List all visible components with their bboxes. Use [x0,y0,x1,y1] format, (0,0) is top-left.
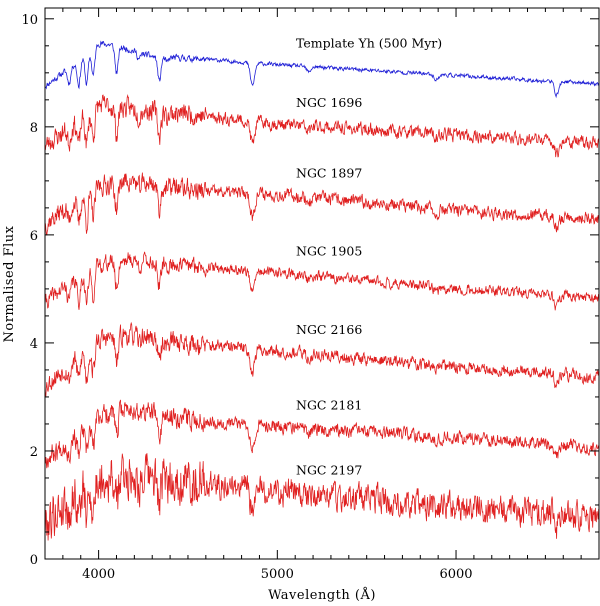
y-tick-label: 4 [30,337,38,352]
y-tick-label: 2 [30,445,38,460]
spectrum-line [44,94,600,158]
x-tick-label: 5000 [261,567,294,582]
spectra-group [44,40,600,541]
x-axis-title: Wavelength (Å) [268,587,376,603]
series-label: NGC 1897 [296,165,362,180]
spectrum-line [44,399,600,469]
spectrum-line [44,321,600,397]
series-label: NGC 1905 [296,244,362,259]
spectrum-line [44,40,600,99]
spectrum-line [44,172,600,236]
series-labels: Template Yh (500 Myr) NGC 1696 NGC 1897 NGC… [296,36,442,478]
spectrum-line [44,453,600,541]
axis-ticks: 4000 5000 6000 0 2 4 6 8 10 [21,8,599,582]
y-tick-label: 0 [30,553,38,568]
series-label: NGC 1696 [296,95,362,110]
series-label: NGC 2166 [296,322,362,337]
x-tick-label: 6000 [439,567,472,582]
y-axis-title: Normalised Flux [2,225,17,342]
plot-frame [44,7,600,560]
x-tick-label: 4000 [82,567,115,582]
spectrum-line [44,251,600,311]
series-label: Template Yh (500 Myr) [296,36,442,51]
series-label: NGC 2197 [296,462,362,477]
series-label: NGC 2181 [296,398,362,413]
y-tick-label: 8 [30,121,38,136]
y-tick-label: 10 [21,13,38,28]
y-tick-label: 6 [30,229,38,244]
